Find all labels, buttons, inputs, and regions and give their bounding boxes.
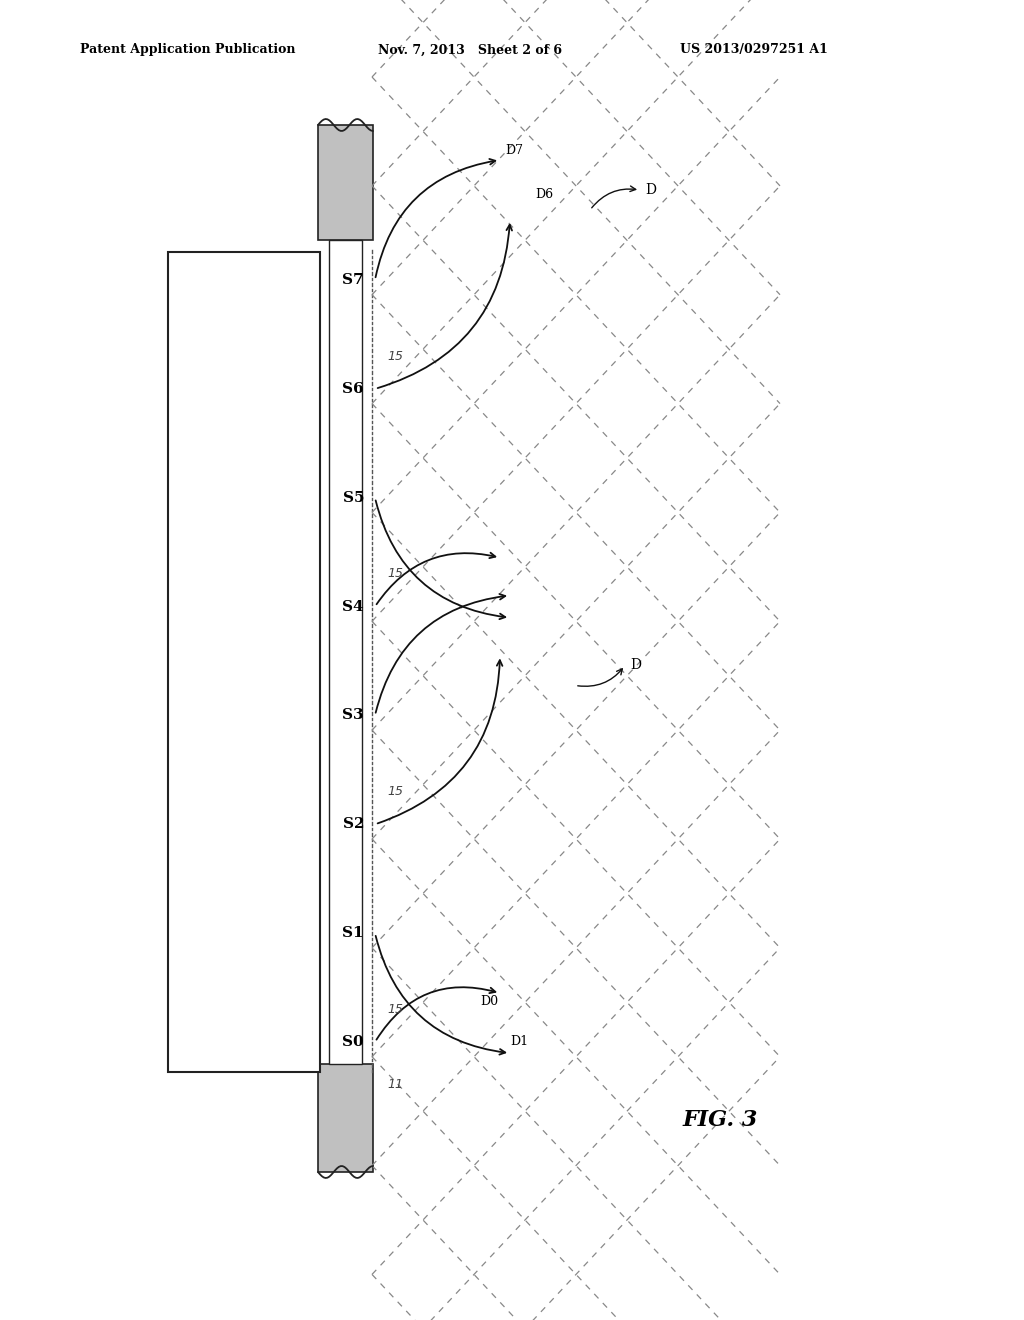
- Text: S3: S3: [342, 709, 364, 722]
- Text: D7: D7: [505, 144, 523, 157]
- Text: S0: S0: [342, 1035, 364, 1049]
- Text: S1: S1: [342, 927, 364, 940]
- Text: S5: S5: [342, 491, 364, 504]
- Text: Nov. 7, 2013   Sheet 2 of 6: Nov. 7, 2013 Sheet 2 of 6: [378, 44, 562, 57]
- Text: D6: D6: [535, 189, 553, 202]
- Text: S6: S6: [342, 381, 364, 396]
- Text: D1: D1: [510, 1035, 528, 1048]
- Text: D0: D0: [480, 995, 498, 1007]
- Text: S7: S7: [342, 273, 364, 286]
- Text: US 2013/0297251 A1: US 2013/0297251 A1: [680, 44, 827, 57]
- Bar: [329, 240, 362, 1064]
- Bar: [318, 1064, 373, 1172]
- Text: Patent Application Publication: Patent Application Publication: [80, 44, 296, 57]
- Bar: [168, 252, 319, 1072]
- Text: 15: 15: [387, 1003, 403, 1016]
- Text: 15: 15: [387, 785, 403, 799]
- Bar: [318, 125, 373, 240]
- Text: S4: S4: [342, 599, 364, 614]
- Text: FIG. 3: FIG. 3: [682, 1109, 758, 1131]
- Text: 15: 15: [387, 568, 403, 581]
- Text: S2: S2: [342, 817, 364, 832]
- Text: 11: 11: [387, 1077, 403, 1090]
- Text: D: D: [645, 183, 656, 197]
- Text: D: D: [630, 659, 641, 672]
- Text: 15: 15: [387, 350, 403, 363]
